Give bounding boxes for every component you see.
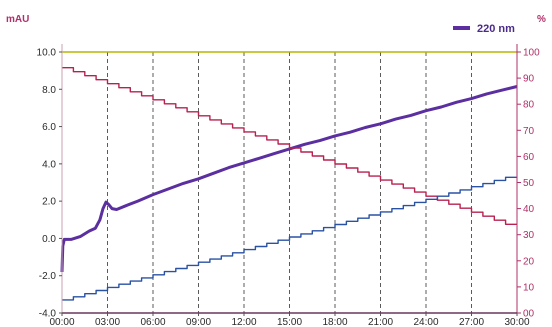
right-tick-label: 40: [523, 204, 535, 215]
left-tick-label: 2.0: [42, 197, 56, 208]
bottom-tick-label: 18:00: [322, 317, 347, 327]
bottom-tick-label: 21:00: [368, 317, 393, 327]
right-tick-label: 50: [523, 178, 535, 189]
bottom-tick-label: 09:00: [186, 317, 211, 327]
left-tick-label: 8.0: [42, 85, 56, 96]
grid-layer: [107, 52, 472, 313]
bottom-tick-label: 27:00: [459, 317, 484, 327]
right-axis-unit: %: [537, 14, 546, 25]
bottom-tick-label: 15:00: [277, 317, 302, 327]
bottom-tick-label: 30:00: [504, 317, 529, 327]
series-line-0: [60, 85, 518, 273]
right-tick-label: 10: [523, 282, 535, 293]
bottom-tick-label: 03:00: [95, 317, 120, 327]
left-tick-label: 4.0: [42, 159, 56, 170]
bottom-tick-label: 12:00: [231, 317, 256, 327]
right-tick-label: 100: [523, 48, 540, 59]
left-tick-label: -4.0: [39, 309, 57, 320]
right-tick-label: 70: [523, 126, 535, 137]
bottom-tick-label: 06:00: [140, 317, 165, 327]
series-line-2: [62, 176, 517, 301]
right-tick-label: 60: [523, 152, 535, 163]
left-tick-label: 10.0: [37, 48, 57, 59]
right-tick-label: 20: [523, 256, 535, 267]
bottom-tick-label: 24:00: [413, 317, 438, 327]
left-tick-label: 6.0: [42, 122, 56, 133]
bottom-tick-label: 00:00: [49, 317, 74, 327]
left-tick-label: -2.0: [39, 271, 57, 282]
left-axis-unit: mAU: [6, 14, 29, 25]
right-tick-label: 30: [523, 230, 535, 241]
legend-label-220nm: 220 nm: [477, 23, 515, 35]
right-tick-label: 80: [523, 100, 535, 111]
legend: 220 nm: [453, 23, 515, 35]
axes-layer: -4.0 -2.0 0.0 2.0 4.0 6.0 8.0 10.0 00 10 20 30 40 50 6…: [37, 44, 540, 327]
right-tick-label: 90: [523, 74, 535, 85]
right-tick-label: 00: [523, 309, 535, 320]
left-tick-label: 0.0: [42, 234, 56, 245]
series-layer: [60, 51, 518, 314]
